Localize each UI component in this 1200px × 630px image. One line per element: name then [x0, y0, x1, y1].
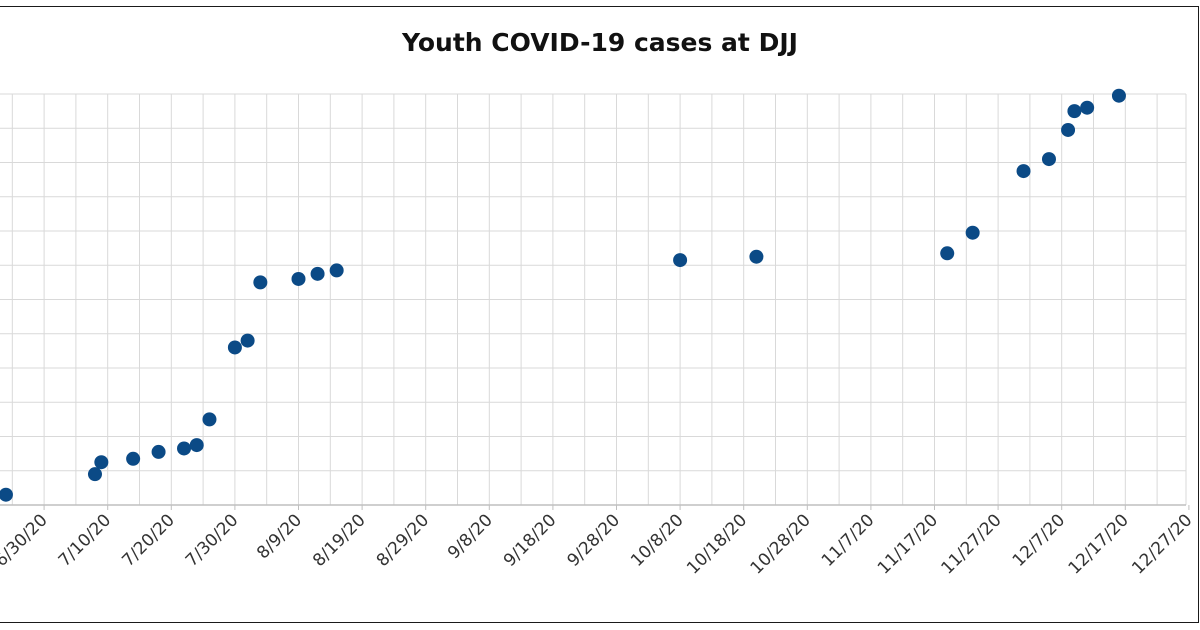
- data-point: [94, 455, 109, 470]
- x-tick-label: 6/30/20: [0, 510, 52, 570]
- x-tick-label: 11/7/20: [818, 510, 878, 570]
- data-point: [240, 333, 255, 348]
- x-tick-label: 11/27/20: [937, 510, 1005, 578]
- x-tick-label: 11/17/20: [874, 510, 942, 578]
- x-tick-label: 8/9/20: [253, 510, 306, 563]
- data-point: [1041, 152, 1056, 167]
- x-tick-label: 7/30/20: [182, 510, 242, 570]
- x-tick-label: 10/28/20: [747, 510, 815, 578]
- x-tick-label: 8/19/20: [309, 510, 369, 570]
- data-point: [310, 266, 325, 281]
- data-point: [749, 249, 764, 264]
- data-point: [227, 340, 242, 355]
- data-point: [189, 438, 204, 453]
- data-point: [202, 412, 217, 427]
- data-point: [253, 275, 268, 290]
- x-tick-label: 10/8/20: [627, 510, 687, 570]
- chart-title: Youth COVID-19 cases at DJJ: [402, 28, 798, 57]
- x-tick-label: 8/29/20: [373, 510, 433, 570]
- data-point: [87, 467, 102, 482]
- data-point: [329, 263, 344, 278]
- data-point: [1067, 104, 1082, 119]
- x-tick-label: 12/17/20: [1065, 510, 1133, 578]
- x-tick-label: 12/27/20: [1128, 510, 1196, 578]
- x-tick-label: 10/18/20: [683, 510, 751, 578]
- data-point: [940, 246, 955, 261]
- x-tick-label: 9/18/20: [500, 510, 560, 570]
- data-point: [151, 444, 166, 459]
- data-point: [1016, 164, 1031, 179]
- x-tick-label: 9/28/20: [564, 510, 624, 570]
- data-point: [291, 271, 306, 286]
- data-point: [965, 225, 980, 240]
- data-point: [1111, 88, 1126, 103]
- data-point: [1061, 122, 1076, 137]
- data-point: [1080, 100, 1095, 115]
- x-tick-label: 7/20/20: [118, 510, 178, 570]
- data-point: [126, 451, 141, 466]
- x-tick-label: 12/7/20: [1009, 510, 1069, 570]
- data-point: [0, 487, 13, 502]
- x-tick-label: 9/8/20: [444, 510, 497, 563]
- x-tick-label: 7/10/20: [55, 510, 115, 570]
- data-point: [673, 253, 688, 268]
- data-point: [177, 441, 192, 456]
- chart-frame: [0, 6, 1199, 623]
